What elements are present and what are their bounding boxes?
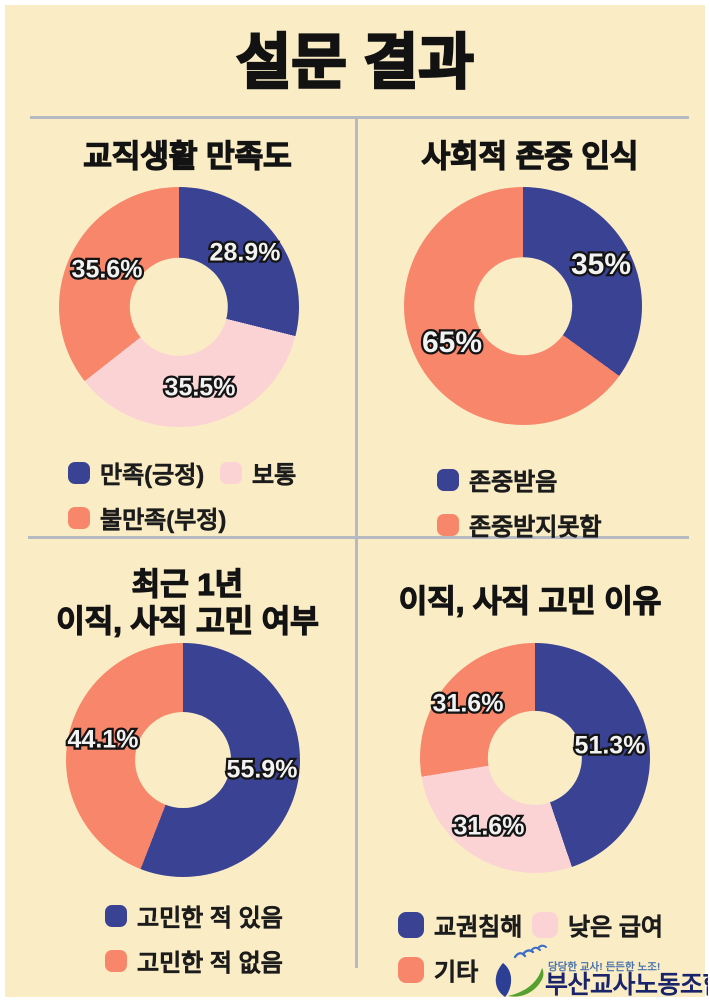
donut-hole bbox=[487, 710, 583, 806]
slice-label-not-considered: 44.1% bbox=[65, 723, 140, 756]
legend-label: 교권침해 bbox=[434, 914, 523, 941]
divider-vertical bbox=[355, 119, 358, 968]
legend-swatch-salmon bbox=[437, 513, 459, 536]
slice-label-other: 31.6% bbox=[430, 687, 505, 720]
donut-hole bbox=[135, 712, 231, 808]
legend-item: 낮은 급여 bbox=[532, 907, 663, 942]
chart-section-respect: 사회적 존중 인식 35% 65% 존중받음 존중받지못함 bbox=[360, 125, 700, 541]
slice-label-considered: 55.9% bbox=[224, 753, 299, 786]
legend-item: 존중받음 bbox=[437, 462, 601, 497]
chart-section-satisfaction: 교직생활 만족도 28.9% 35.6% 35.5% 만족(긍정) 보통 불만족… bbox=[20, 125, 355, 535]
slice-label-low-pay: 31.6% bbox=[451, 810, 526, 843]
legend-swatch-navy bbox=[437, 468, 459, 491]
chart-section-quit-reasons: 이직, 사직 고민 이유 31.6% 51.3% 31.6% 교권침해 낮은 급… bbox=[360, 545, 700, 1002]
legend-label: 기타 bbox=[434, 959, 479, 986]
legend-label: 존중받지못함 bbox=[469, 514, 602, 541]
donut-chart-quit-reasons bbox=[420, 643, 650, 873]
legend-item: 고민한 적 있음 bbox=[105, 898, 283, 933]
legend-swatch-navy bbox=[398, 911, 424, 938]
slice-label-dissatisfied: 35.6% bbox=[69, 253, 144, 286]
leaf-green-icon bbox=[508, 968, 544, 997]
donut-chart-respect bbox=[404, 187, 642, 425]
legend-item: 만족(긍정) bbox=[68, 455, 220, 490]
legend-swatch-navy bbox=[105, 904, 127, 927]
legend-quit-consideration: 고민한 적 있음 고민한 적 없음 bbox=[105, 898, 283, 978]
chart-title-quit-consideration: 최근 1년 이직, 사직 고민 여부 bbox=[56, 566, 320, 639]
legend-swatch-salmon bbox=[398, 956, 424, 983]
legend-label: 보통 bbox=[252, 462, 297, 489]
legend-swatch-navy bbox=[68, 461, 90, 484]
chart-section-quit-consideration: 최근 1년 이직, 사직 고민 여부 44.1% 55.9% 고민한 적 있음 … bbox=[20, 545, 355, 1002]
union-logo: 당당한 교사! 든든한 노조! 부산교사노동조합 bbox=[490, 940, 708, 998]
bird-icon bbox=[513, 949, 535, 959]
divider-top bbox=[30, 116, 689, 119]
legend-swatch-salmon bbox=[105, 949, 127, 972]
logo-tagline: 당당한 교사! 든든한 노조! bbox=[548, 960, 660, 973]
legend-label: 낮은 급여 bbox=[568, 914, 663, 941]
legend-swatch-salmon bbox=[68, 506, 90, 529]
legend-label: 고민한 적 있음 bbox=[137, 905, 283, 932]
bird-icon bbox=[530, 944, 547, 952]
slice-label-rights-violation: 51.3% bbox=[572, 729, 647, 762]
logo-name: 부산교사노동조합 bbox=[545, 971, 708, 998]
donut-hole bbox=[129, 257, 229, 357]
legend-item: 기타 bbox=[398, 952, 532, 987]
legend-swatch-pink bbox=[220, 461, 242, 484]
leaf-blue-icon bbox=[495, 963, 512, 997]
legend-item: 교권침해 bbox=[398, 907, 532, 942]
slice-label-not-respected: 65% bbox=[420, 324, 485, 362]
slice-label-satisfied: 28.9% bbox=[207, 236, 282, 269]
legend-label: 만족(긍정) bbox=[100, 462, 205, 489]
donut-chart-quit-consideration bbox=[66, 643, 300, 877]
donut-chart-satisfaction bbox=[59, 187, 299, 427]
legend-item: 고민한 적 없음 bbox=[105, 943, 283, 978]
slice-label-neutral: 35.5% bbox=[162, 371, 237, 404]
page-title: 설문 결과 bbox=[235, 28, 475, 98]
donut-hole bbox=[474, 257, 572, 355]
legend-respect: 존중받음 존중받지못함 bbox=[437, 462, 602, 542]
legend-swatch-pink bbox=[532, 911, 558, 938]
legend-label: 존중받음 bbox=[469, 469, 558, 496]
legend-item: 존중받지못함 bbox=[437, 507, 602, 542]
chart-title-satisfaction: 교직생활 만족도 bbox=[83, 138, 293, 174]
legend-satisfaction: 만족(긍정) 보통 불만족(부정) bbox=[68, 455, 296, 535]
chart-title-quit-reasons: 이직, 사직 고민 이유 bbox=[398, 583, 662, 619]
legend-item: 보통 bbox=[220, 455, 296, 490]
legend-item: 불만족(부정) bbox=[68, 500, 227, 535]
divider-middle bbox=[28, 536, 689, 539]
legend-label: 불만족(부정) bbox=[100, 507, 227, 534]
slice-label-respected: 35% bbox=[569, 246, 634, 284]
legend-quit-reasons: 교권침해 낮은 급여 기타 bbox=[398, 907, 663, 987]
chart-title-respect: 사회적 존중 인식 bbox=[421, 138, 639, 174]
legend-label: 고민한 적 없음 bbox=[137, 950, 283, 977]
